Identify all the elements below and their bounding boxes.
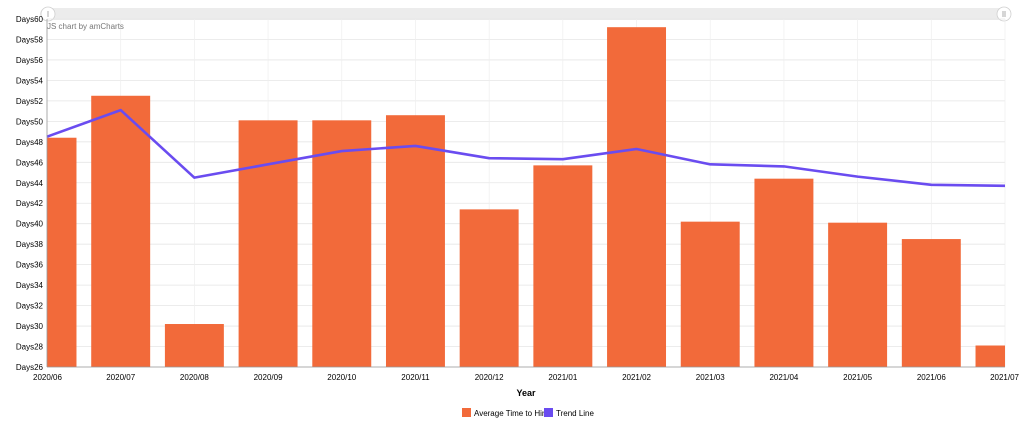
bar-2021/02[interactable] — [607, 27, 667, 367]
scrollbar-grip-left[interactable] — [40, 6, 56, 22]
bar-2020/11[interactable] — [385, 115, 445, 367]
bar-2021/05[interactable] — [828, 222, 888, 367]
y-tick-label: Days30 — [16, 322, 44, 331]
y-tick-label: Days38 — [16, 240, 44, 249]
x-tick-label: 2020/06 — [33, 373, 62, 382]
chart-credit[interactable]: JS chart by amCharts — [47, 22, 124, 31]
x-tick-label: 2020/08 — [180, 373, 209, 382]
scrollbar-track[interactable] — [40, 8, 1008, 20]
x-tick-label: 2020/09 — [254, 373, 283, 382]
x-tick-label: 2020/10 — [327, 373, 356, 382]
y-axis: Days26 Days28 Days30 Days32 Days34 Days36 Days… — [16, 15, 48, 372]
bar-2021/04[interactable] — [754, 178, 814, 367]
trend-series — [46, 108, 1006, 188]
legend-label: Average Time to Hire — [474, 409, 550, 418]
bar-2021/07[interactable] — [975, 345, 1024, 367]
bar-2020/07[interactable] — [91, 95, 151, 367]
x-tick-label: 2021/03 — [696, 373, 725, 382]
scrollbar-grip-right[interactable] — [996, 6, 1012, 22]
bar-series — [18, 27, 1024, 367]
bar-2020/06[interactable] — [18, 137, 77, 367]
y-tick-label: Days54 — [16, 76, 44, 85]
y-tick-label: Days26 — [16, 363, 44, 372]
bar-2021/06[interactable] — [901, 239, 961, 367]
y-tick-label: Days44 — [16, 179, 44, 188]
legend: Average Time to Hire Trend Line — [462, 408, 595, 418]
legend-item-trend-line[interactable]: Trend Line — [544, 408, 595, 418]
x-tick-label: 2021/06 — [917, 373, 946, 382]
x-tick-label: 2021/02 — [622, 373, 651, 382]
bar-2020/08[interactable] — [164, 324, 224, 367]
y-tick-label: Days40 — [16, 220, 44, 229]
y-tick-label: Days50 — [16, 117, 44, 126]
bar-2020/12[interactable] — [459, 209, 519, 367]
y-tick-label: Days58 — [16, 35, 44, 44]
x-axis-title: Year — [516, 388, 536, 398]
bar-2020/09[interactable] — [238, 120, 298, 367]
y-tick-label: Days46 — [16, 158, 44, 167]
y-tick-label: Days34 — [16, 281, 44, 290]
y-tick-label: Days56 — [16, 56, 44, 65]
bar-2021/01[interactable] — [533, 165, 593, 367]
x-tick-label: 2020/11 — [401, 373, 430, 382]
x-tick-label: 2020/12 — [475, 373, 504, 382]
legend-swatch — [544, 408, 553, 417]
x-axis: 2020/06 2020/07 2020/08 2020/09 2020/10 2020/… — [33, 366, 1020, 382]
bar-2020/10[interactable] — [312, 120, 372, 367]
trend-line[interactable] — [46, 108, 1006, 188]
x-tick-label: 2021/01 — [548, 373, 577, 382]
x-tick-label: 2021/05 — [843, 373, 872, 382]
y-tick-label: Days52 — [16, 97, 44, 106]
legend-label: Trend Line — [556, 409, 595, 418]
x-tick-label: 2020/07 — [106, 373, 135, 382]
y-tick-label: Days36 — [16, 261, 44, 270]
y-tick-label: Days60 — [16, 15, 44, 24]
y-tick-label: Days28 — [16, 343, 44, 352]
x-tick-label: 2021/07 — [990, 373, 1019, 382]
bar-2021/03[interactable] — [680, 221, 740, 367]
legend-item-average-time-to-hire[interactable]: Average Time to Hire — [462, 408, 550, 418]
y-tick-label: Days48 — [16, 138, 44, 147]
y-tick-label: Days32 — [16, 302, 44, 311]
legend-swatch — [462, 408, 471, 417]
x-tick-label: 2021/04 — [769, 373, 798, 382]
y-tick-label: Days42 — [16, 199, 44, 208]
